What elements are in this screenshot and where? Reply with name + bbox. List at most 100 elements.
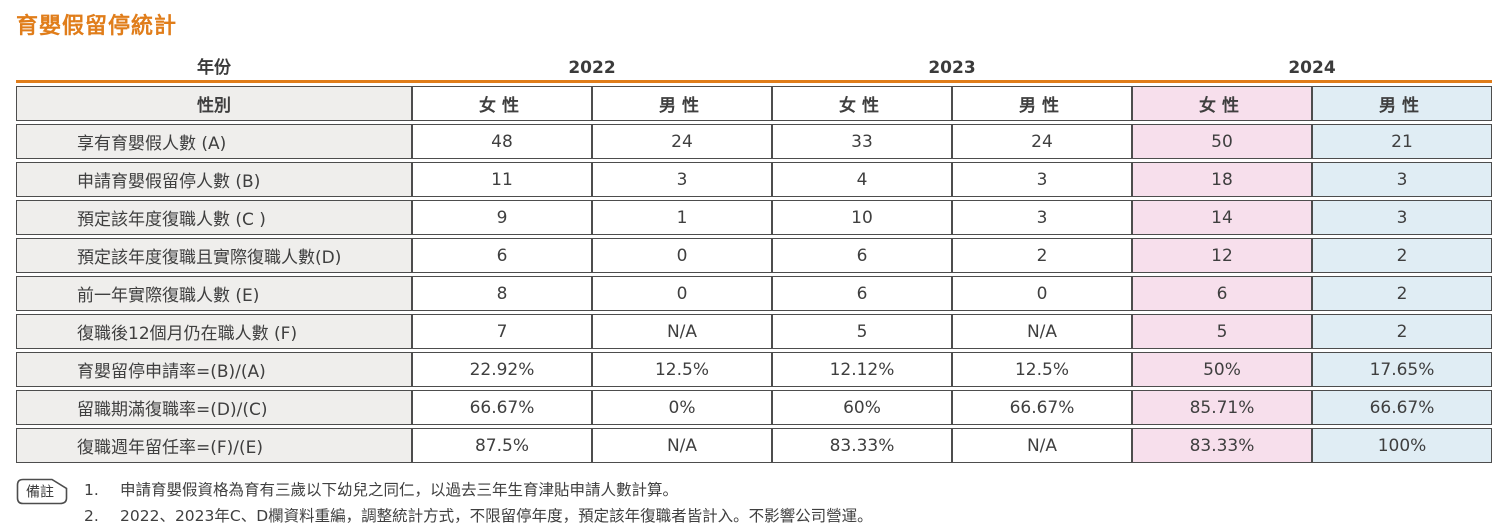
cell-2022-female: 7 <box>412 314 592 349</box>
cell-2022-male: 0% <box>592 390 772 425</box>
row-label: 前一年實際復職人數 (E) <box>16 276 412 311</box>
cell-2022-male: 24 <box>592 124 772 159</box>
year-header-row: 年份 2022 2023 2024 <box>16 50 1492 78</box>
cell-2023-female: 60% <box>772 390 952 425</box>
cell-2022-female: 9 <box>412 200 592 235</box>
footnotes: 備註 1. 申請育嬰假資格為育有三歲以下幼兒之同仁，以過去三年生育津貼申請人數計… <box>16 477 1492 529</box>
cell-2024-male: 3 <box>1312 162 1492 197</box>
cell-2023-female: 12.12% <box>772 352 952 387</box>
cell-2024-female: 5 <box>1132 314 1312 349</box>
row-label: 享有育嬰假人數 (A) <box>16 124 412 159</box>
cell-2024-female: 12 <box>1132 238 1312 273</box>
year-2024: 2024 <box>1288 58 1336 78</box>
cell-2023-female: 33 <box>772 124 952 159</box>
note-badge-label: 備註 <box>26 485 54 501</box>
note-number: 2. <box>84 507 99 525</box>
gender-axis-label: 性別 <box>16 86 412 121</box>
cell-2022-female: 66.67% <box>412 390 592 425</box>
cell-2023-male: 3 <box>952 162 1132 197</box>
cell-2023-female: 5 <box>772 314 952 349</box>
cell-2024-female: 14 <box>1132 200 1312 235</box>
note-list: 1. 申請育嬰假資格為育有三歲以下幼兒之同仁，以過去三年生育津貼申請人數計算。 … <box>84 477 1492 529</box>
cell-2023-male: 12.5% <box>952 352 1132 387</box>
row-label: 復職週年留任率=(F)/(E) <box>16 428 412 463</box>
page-title: 育嬰假留停統計 <box>16 14 178 39</box>
header-2024-female: 女性 <box>1132 86 1312 121</box>
cell-2023-female: 10 <box>772 200 952 235</box>
note-text: 2022、2023年C、D欄資料重編，調整統計方式，不限留停年度，預定該年復職者… <box>120 507 873 525</box>
note-text: 申請育嬰假資格為育有三歲以下幼兒之同仁，以過去三年生育津貼申請人數計算。 <box>120 481 679 499</box>
note-item-1: 1. 申請育嬰假資格為育有三歲以下幼兒之同仁，以過去三年生育津貼申請人數計算。 <box>84 477 1492 503</box>
table-row-e: 前一年實際復職人數 (E) 8 0 6 0 6 2 <box>16 276 1492 311</box>
cell-2022-male: 0 <box>592 238 772 273</box>
row-label: 復職後12個月仍在職人數 (F) <box>16 314 412 349</box>
cell-2024-female: 50 <box>1132 124 1312 159</box>
cell-2022-male: N/A <box>592 428 772 463</box>
cell-2022-female: 11 <box>412 162 592 197</box>
table-row-c: 預定該年度復職人數 (C ) 9 1 10 3 14 3 <box>16 200 1492 235</box>
cell-2022-female: 48 <box>412 124 592 159</box>
row-label: 留職期滿復職率=(D)/(C) <box>16 390 412 425</box>
cell-2024-male: 66.67% <box>1312 390 1492 425</box>
table-row-a: 享有育嬰假人數 (A) 48 24 33 24 50 21 <box>16 124 1492 159</box>
year-2023: 2023 <box>928 58 976 78</box>
cell-2023-male: 3 <box>952 200 1132 235</box>
cell-2022-female: 6 <box>412 238 592 273</box>
header-2024-male: 男性 <box>1312 86 1492 121</box>
header-2023-female: 女性 <box>772 86 952 121</box>
gender-header-row: 性別 女性 男性 女性 男性 女性 男性 <box>16 86 1492 121</box>
cell-2023-male: 66.67% <box>952 390 1132 425</box>
cell-2024-male: 2 <box>1312 314 1492 349</box>
year-axis-label: 年份 <box>197 58 231 78</box>
note-item-2: 2. 2022、2023年C、D欄資料重編，調整統計方式，不限留停年度，預定該年… <box>84 503 1492 529</box>
cell-2022-male: N/A <box>592 314 772 349</box>
cell-2022-female: 87.5% <box>412 428 592 463</box>
cell-2022-male: 3 <box>592 162 772 197</box>
cell-2024-female: 18 <box>1132 162 1312 197</box>
cell-2023-male: N/A <box>952 428 1132 463</box>
row-label: 預定該年度復職人數 (C ) <box>16 200 412 235</box>
row-label: 育嬰留停申請率=(B)/(A) <box>16 352 412 387</box>
cell-2024-male: 100% <box>1312 428 1492 463</box>
row-label: 申請育嬰假留停人數 (B) <box>16 162 412 197</box>
header-2022-female: 女性 <box>412 86 592 121</box>
note-badge: 備註 <box>16 478 68 509</box>
table-row-d: 預定該年度復職且實際復職人數(D) 6 0 6 2 12 2 <box>16 238 1492 273</box>
table-row-b: 申請育嬰假留停人數 (B) 11 3 4 3 18 3 <box>16 162 1492 197</box>
cell-2024-male: 17.65% <box>1312 352 1492 387</box>
cell-2022-female: 22.92% <box>412 352 592 387</box>
cell-2024-male: 2 <box>1312 238 1492 273</box>
cell-2023-male: 2 <box>952 238 1132 273</box>
cell-2024-female: 6 <box>1132 276 1312 311</box>
cell-2023-male: 0 <box>952 276 1132 311</box>
header-2023-male: 男性 <box>952 86 1132 121</box>
note-number: 1. <box>84 481 99 499</box>
cell-2023-female: 83.33% <box>772 428 952 463</box>
cell-2023-male: 24 <box>952 124 1132 159</box>
cell-2024-male: 3 <box>1312 200 1492 235</box>
cell-2024-female: 50% <box>1132 352 1312 387</box>
orange-divider <box>16 80 1492 83</box>
table-row-apply-rate: 育嬰留停申請率=(B)/(A) 22.92% 12.5% 12.12% 12.5… <box>16 352 1492 387</box>
header-2022-male: 男性 <box>592 86 772 121</box>
table-row-return-rate: 留職期滿復職率=(D)/(C) 66.67% 0% 60% 66.67% 85.… <box>16 390 1492 425</box>
statistics-table: 性別 女性 男性 女性 男性 女性 男性 享有育嬰假人數 (A) 48 24 3… <box>16 83 1492 466</box>
cell-2022-female: 8 <box>412 276 592 311</box>
row-label: 預定該年度復職且實際復職人數(D) <box>16 238 412 273</box>
cell-2023-female: 6 <box>772 276 952 311</box>
cell-2023-female: 6 <box>772 238 952 273</box>
cell-2023-male: N/A <box>952 314 1132 349</box>
cell-2022-male: 1 <box>592 200 772 235</box>
cell-2024-female: 83.33% <box>1132 428 1312 463</box>
cell-2024-male: 21 <box>1312 124 1492 159</box>
table-row-f: 復職後12個月仍在職人數 (F) 7 N/A 5 N/A 5 2 <box>16 314 1492 349</box>
note-badge-shape: 備註 <box>16 478 68 505</box>
year-2022: 2022 <box>568 58 616 78</box>
cell-2022-male: 12.5% <box>592 352 772 387</box>
cell-2023-female: 4 <box>772 162 952 197</box>
cell-2024-male: 2 <box>1312 276 1492 311</box>
cell-2024-female: 85.71% <box>1132 390 1312 425</box>
parental-leave-table: 年份 2022 2023 2024 性別 女性 男性 女性 男性 女性 <box>16 50 1492 466</box>
table-row-retention-rate: 復職週年留任率=(F)/(E) 87.5% N/A 83.33% N/A 83.… <box>16 428 1492 463</box>
